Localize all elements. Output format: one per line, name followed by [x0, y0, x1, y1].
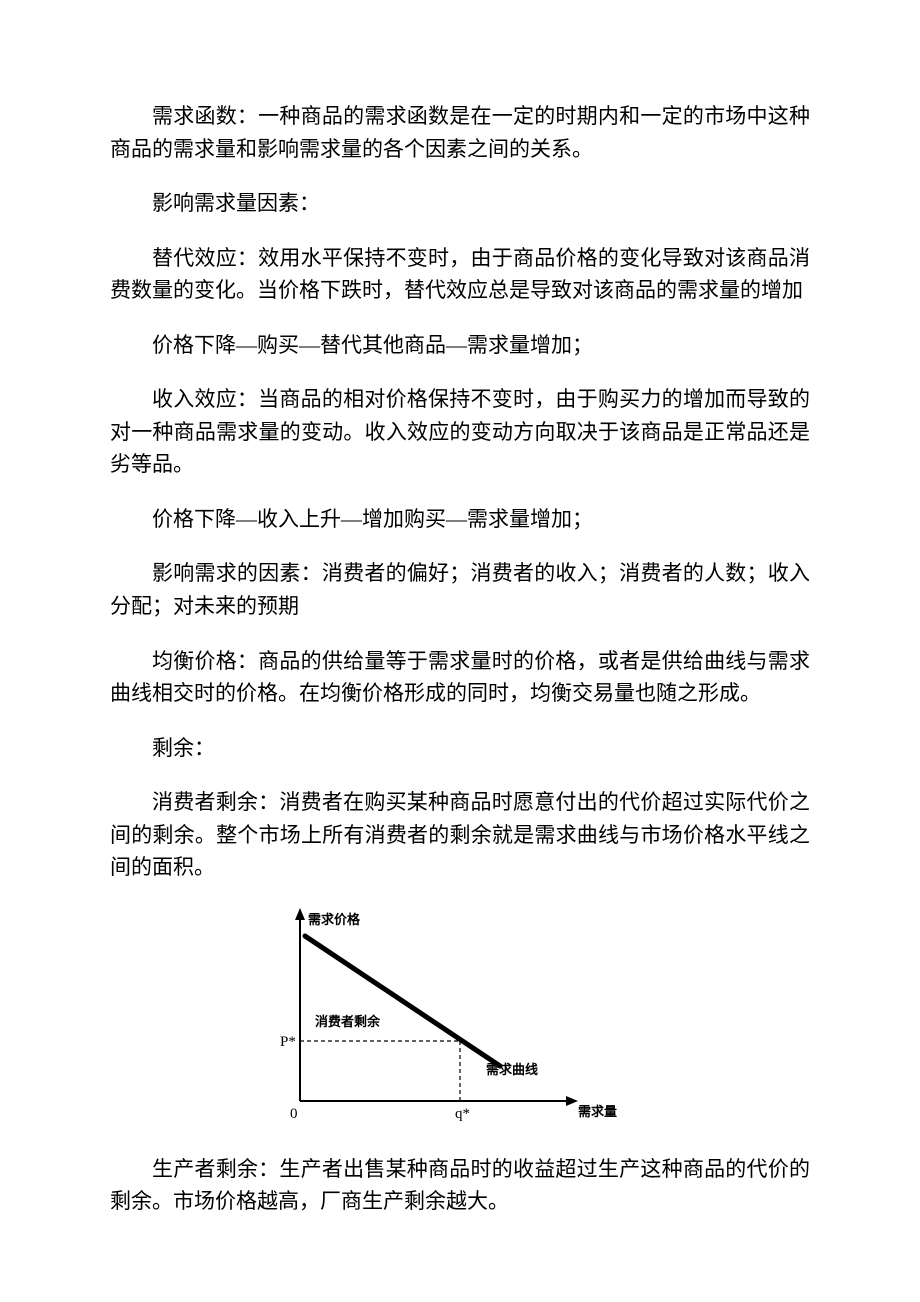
paragraph-income-chain: 价格下降—收入上升—增加购买—需求量增加； — [110, 503, 810, 536]
paragraph-producer-surplus: 生产者剩余：生产者出售某种商品时的收益超过生产这种商品的代价的剩余。市场价格越高… — [110, 1153, 810, 1218]
y-axis-arrow-icon — [295, 908, 305, 920]
curve-label: 需求曲线 — [486, 1062, 538, 1077]
demand-curve — [305, 936, 500, 1066]
paragraph-demand-factors: 影响需求的因素：消费者的偏好；消费者的收入；消费者的人数；收入分配；对未来的预期 — [110, 557, 810, 622]
paragraph-income-effect: 收入效应：当商品的相对价格保持不变时，由于购买力的增加而导致的对一种商品需求量的… — [110, 383, 810, 481]
q-star-label: q* — [455, 1106, 470, 1122]
paragraph-substitution-chain: 价格下降—购买—替代其他商品—需求量增加； — [110, 329, 810, 362]
paragraph-equilibrium-price: 均衡价格：商品的供给量等于需求量时的价格，或者是供给曲线与需求曲线相交时的价格。… — [110, 645, 810, 710]
y-axis-label: 需求价格 — [308, 912, 361, 927]
consumer-surplus-chart: 需求价格 需求量 消费者剩余 需求曲线 P* q* 0 — [250, 906, 620, 1131]
paragraph-demand-function: 需求函数：一种商品的需求函数是在一定的时期内和一定的市场中这种商品的需求量和影响… — [110, 100, 810, 165]
x-axis-label: 需求量 — [578, 1104, 617, 1119]
origin-label: 0 — [290, 1106, 298, 1122]
paragraph-consumer-surplus: 消费者剩余：消费者在购买某种商品时愿意付出的代价超过实际代价之间的剩余。整个市场… — [110, 786, 810, 884]
x-axis-arrow-icon — [566, 1096, 578, 1106]
paragraph-surplus-heading: 剩余： — [110, 732, 810, 765]
surplus-label: 消费者剩余 — [315, 1014, 381, 1029]
paragraph-substitution-effect: 替代效应：效用水平保持不变时，由于商品价格的变化导致对该商品消费数量的变化。当价… — [110, 242, 810, 307]
chart-svg: 需求价格 需求量 消费者剩余 需求曲线 P* q* 0 — [250, 906, 620, 1131]
p-star-label: P* — [280, 1034, 296, 1050]
paragraph-factors-heading: 影响需求量因素： — [110, 187, 810, 220]
